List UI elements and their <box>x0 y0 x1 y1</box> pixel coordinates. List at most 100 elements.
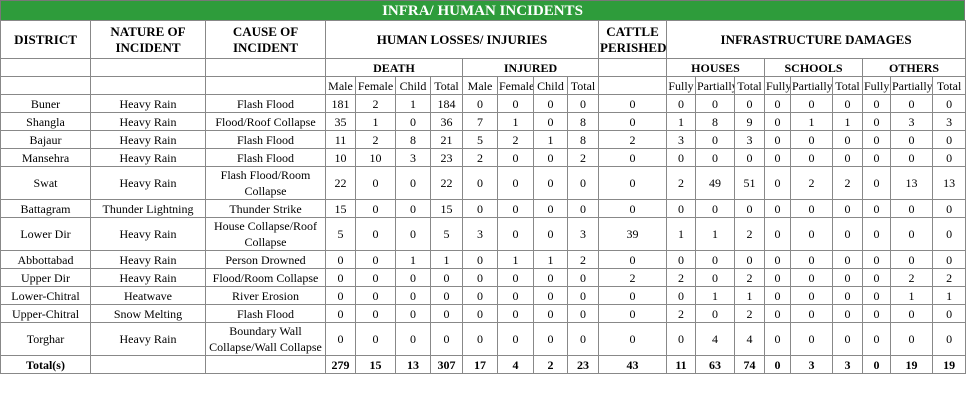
value-cell: 0 <box>832 94 863 113</box>
column-header: Fully <box>764 76 791 95</box>
value-cell: 0 <box>462 199 498 218</box>
value-cell: 0 <box>695 250 735 269</box>
value-cell: 0 <box>790 94 833 113</box>
cause-cell: House Collapse/Roof Collapse <box>205 217 326 251</box>
value-cell: 0 <box>931 250 967 269</box>
total-cell: 43 <box>598 355 667 374</box>
total-cell: 15 <box>355 355 396 374</box>
value-cell: 1 <box>533 130 568 149</box>
value-cell: 1 <box>832 112 863 131</box>
cause-cell: Flood/Room Collapse <box>205 268 326 287</box>
value-cell: 23 <box>430 148 463 167</box>
value-cell: 0 <box>862 322 891 356</box>
value-cell: 2 <box>567 148 599 167</box>
district-cell: Lower Dir <box>0 217 91 251</box>
value-cell: 0 <box>790 199 833 218</box>
header-row: DEATH INJURED HOUSES SCHOOLS OTHERS <box>0 58 967 77</box>
column-header: Total <box>430 76 463 95</box>
value-cell: 8 <box>695 112 735 131</box>
value-cell: 0 <box>355 304 396 323</box>
value-cell: 0 <box>355 166 396 200</box>
value-cell: 51 <box>734 166 765 200</box>
value-cell: 0 <box>862 304 891 323</box>
value-cell: 2 <box>355 94 396 113</box>
value-cell: 3 <box>395 148 431 167</box>
value-cell: 22 <box>430 166 463 200</box>
value-cell: 3 <box>931 112 967 131</box>
value-cell: 0 <box>567 268 599 287</box>
value-cell: 0 <box>931 199 967 218</box>
value-cell: 0 <box>430 304 463 323</box>
value-cell: 39 <box>598 217 667 251</box>
total-cell: 279 <box>325 355 356 374</box>
value-cell: 0 <box>598 322 667 356</box>
cause-cell: Thunder Strike <box>205 199 326 218</box>
value-cell: 0 <box>533 268 568 287</box>
value-cell: 0 <box>355 268 396 287</box>
value-cell: 0 <box>862 166 891 200</box>
empty-cell <box>90 355 206 374</box>
value-cell: 11 <box>325 130 356 149</box>
value-cell: 0 <box>395 304 431 323</box>
district-cell: Torghar <box>0 322 91 356</box>
value-cell: 0 <box>666 94 696 113</box>
district-cell: Abbottabad <box>0 250 91 269</box>
empty-cell <box>90 58 206 77</box>
value-cell: 0 <box>862 217 891 251</box>
value-cell: 0 <box>533 304 568 323</box>
value-cell: 184 <box>430 94 463 113</box>
value-cell: 0 <box>931 94 967 113</box>
value-cell: 8 <box>567 130 599 149</box>
group-header: SCHOOLS <box>764 58 863 77</box>
header-cell: CATTLE PERISHED <box>598 20 667 59</box>
value-cell: 2 <box>666 304 696 323</box>
total-cell: 11 <box>666 355 696 374</box>
value-cell: 0 <box>862 199 891 218</box>
nature-cell: Heavy Rain <box>90 217 206 251</box>
value-cell: 0 <box>666 286 696 305</box>
column-header: Child <box>533 76 568 95</box>
value-cell: 2 <box>890 268 933 287</box>
value-cell: 0 <box>462 286 498 305</box>
empty-cell <box>205 76 326 95</box>
value-cell: 0 <box>764 148 791 167</box>
value-cell: 0 <box>666 199 696 218</box>
value-cell: 0 <box>832 268 863 287</box>
empty-cell <box>0 76 91 95</box>
value-cell: 0 <box>497 94 534 113</box>
header-cell: CAUSE OF INCIDENT <box>205 20 326 59</box>
value-cell: 0 <box>764 286 791 305</box>
value-cell: 0 <box>325 286 356 305</box>
value-cell: 0 <box>598 199 667 218</box>
column-header: Partially <box>890 76 933 95</box>
value-cell: 0 <box>832 322 863 356</box>
value-cell: 0 <box>666 148 696 167</box>
value-cell: 0 <box>695 130 735 149</box>
header-cell: NATURE OF INCIDENT <box>90 20 206 59</box>
value-cell: 0 <box>355 217 396 251</box>
cause-cell: Boundary Wall Collapse/Wall Collapse <box>205 322 326 356</box>
value-cell: 0 <box>832 130 863 149</box>
value-cell: 13 <box>890 166 933 200</box>
value-cell: 2 <box>734 268 765 287</box>
value-cell: 0 <box>862 94 891 113</box>
value-cell: 1 <box>497 250 534 269</box>
value-cell: 0 <box>862 112 891 131</box>
data-row: Battagram Thunder Lightning Thunder Strike… <box>0 199 967 218</box>
value-cell: 0 <box>497 199 534 218</box>
value-cell: 0 <box>497 286 534 305</box>
nature-cell: Heavy Rain <box>90 148 206 167</box>
column-header: Male <box>325 76 356 95</box>
value-cell: 0 <box>567 286 599 305</box>
total-cell: 13 <box>395 355 431 374</box>
column-header: Female <box>497 76 534 95</box>
value-cell: 0 <box>790 304 833 323</box>
district-cell: Upper Dir <box>0 268 91 287</box>
value-cell: 0 <box>931 148 967 167</box>
value-cell: 1 <box>355 112 396 131</box>
value-cell: 0 <box>533 286 568 305</box>
cause-cell: Flash Flood <box>205 148 326 167</box>
value-cell: 0 <box>764 268 791 287</box>
group-header: HOUSES <box>666 58 765 77</box>
